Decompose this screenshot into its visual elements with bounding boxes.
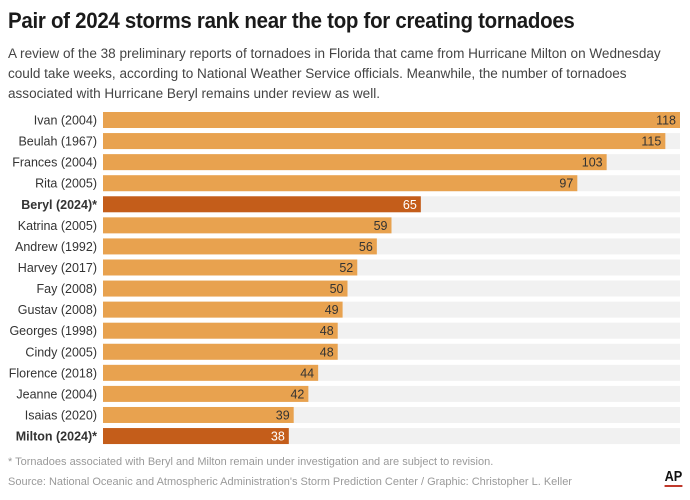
data-label: 103 [582, 156, 603, 170]
category-label: Beulah (1967) [18, 135, 97, 149]
data-label: 50 [330, 282, 344, 296]
data-label: 48 [320, 324, 334, 338]
data-label: 59 [374, 219, 388, 233]
bar [103, 133, 666, 150]
bar [103, 428, 289, 445]
source-credit: Source: National Oceanic and Atmospheric… [8, 476, 572, 488]
bar [103, 364, 319, 381]
bar [103, 322, 338, 339]
bar [103, 406, 294, 423]
category-label: Isaias (2020) [25, 408, 97, 422]
bar [103, 196, 421, 213]
bar [103, 343, 338, 360]
data-label: 118 [656, 114, 676, 128]
bar [103, 217, 392, 234]
bar [103, 385, 309, 402]
category-label: Cindy (2005) [25, 345, 97, 359]
data-label: 42 [290, 387, 304, 401]
data-label: 56 [359, 240, 373, 254]
chart-title: Pair of 2024 storms rank near the top fo… [8, 8, 575, 33]
ap-logo: AP [664, 468, 683, 487]
category-label: Georges (1998) [9, 324, 97, 338]
chart-subtitle: A review of the 38 preliminary reports o… [8, 46, 661, 102]
data-label: 38 [271, 430, 285, 444]
category-label: Katrina (2005) [18, 219, 97, 233]
data-label: 65 [403, 198, 417, 212]
category-label: Harvey (2017) [18, 261, 97, 275]
bar [103, 154, 607, 171]
footnote: * Tornadoes associated with Beryl and Mi… [8, 456, 494, 468]
category-label: Frances (2004) [12, 156, 97, 170]
category-label: Florence (2018) [9, 366, 97, 380]
data-label: 39 [276, 408, 290, 422]
bar [103, 301, 343, 318]
category-label: Gustav (2008) [18, 303, 97, 317]
bar [103, 259, 358, 276]
data-label: 52 [339, 261, 353, 275]
data-label: 44 [300, 366, 314, 380]
data-label: 48 [320, 345, 334, 359]
category-label: Fay (2008) [37, 282, 97, 296]
data-label: 97 [559, 177, 573, 191]
category-label: Andrew (1992) [15, 240, 97, 254]
category-label: Rita (2005) [35, 177, 97, 191]
data-label: 115 [641, 135, 661, 149]
category-label: Ivan (2004) [34, 114, 97, 128]
bar [103, 238, 377, 255]
category-label: Beryl (2024)* [21, 198, 97, 212]
category-label: Milton (2024)* [16, 430, 97, 444]
bar [103, 280, 348, 297]
data-label: 49 [325, 303, 339, 317]
bar [103, 112, 680, 128]
category-label: Jeanne (2004) [16, 387, 97, 401]
bar [103, 175, 578, 192]
